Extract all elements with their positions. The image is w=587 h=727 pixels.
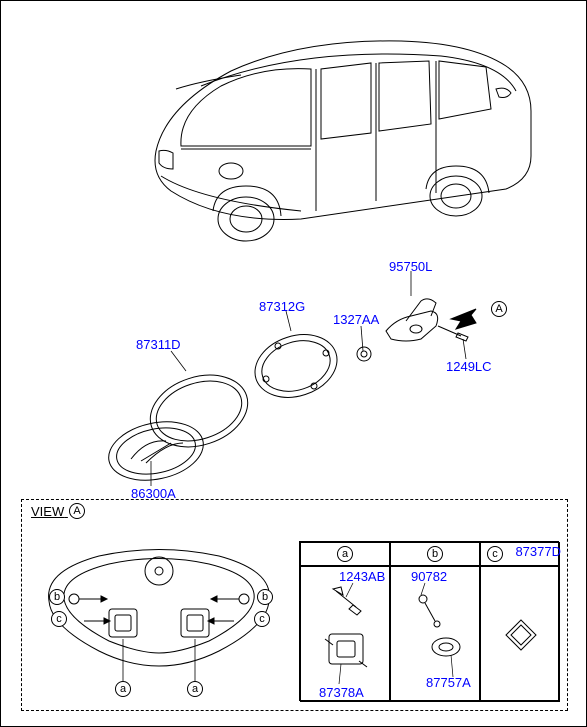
table-header-c: c 87377D xyxy=(480,542,560,566)
label-87377D[interactable]: 87377D xyxy=(515,544,561,559)
housing-detail xyxy=(29,531,289,701)
label-87311D[interactable]: 87311D xyxy=(136,337,181,352)
marker-c-right: c xyxy=(254,611,270,627)
marker-A-upper: A xyxy=(491,301,507,317)
marker-a-bottom-left: a xyxy=(115,681,131,697)
parts-table: a b c 87377D 1243AB 87 xyxy=(299,541,559,701)
marker-A-view: A xyxy=(69,503,85,519)
label-87312G[interactable]: 87312G xyxy=(259,299,305,314)
label-87378A[interactable]: 87378A xyxy=(319,685,364,700)
label-1249LC[interactable]: 1249LC xyxy=(446,359,492,374)
marker-c-left: c xyxy=(51,611,67,627)
table-cell-a: 1243AB 87378A xyxy=(300,566,390,702)
marker-b-right: b xyxy=(257,589,273,605)
label-1243AB[interactable]: 1243AB xyxy=(339,569,385,584)
label-1327AA[interactable]: 1327AA xyxy=(333,312,379,327)
label-90782[interactable]: 90782 xyxy=(411,569,447,584)
table-header-a: a xyxy=(300,542,390,566)
view-title: VIEW xyxy=(29,504,70,519)
table-cell-c xyxy=(480,566,560,702)
table-cell-b: 90782 87757A xyxy=(390,566,480,702)
table-header-b: b xyxy=(390,542,480,566)
marker-b-left: b xyxy=(49,589,65,605)
exploded-parts xyxy=(1,251,587,491)
label-95750L[interactable]: 95750L xyxy=(389,259,432,274)
car-illustration xyxy=(1,1,587,261)
marker-a-bottom-right: a xyxy=(187,681,203,697)
label-87757A[interactable]: 87757A xyxy=(426,675,471,690)
